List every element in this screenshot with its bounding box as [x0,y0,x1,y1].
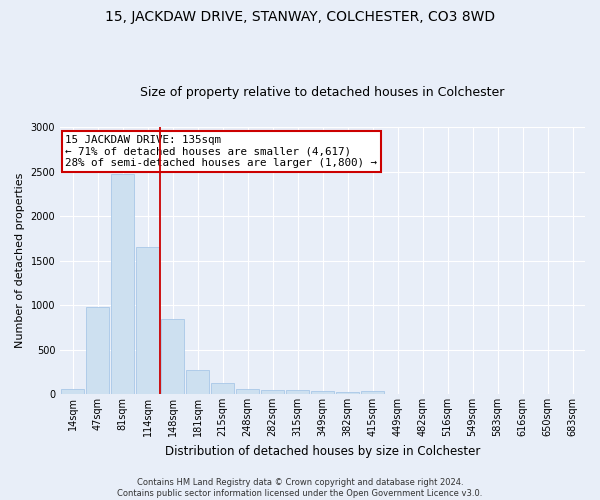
Bar [361,392,384,394]
Bar [337,392,359,394]
Bar [311,392,334,394]
Text: 15, JACKDAW DRIVE, STANWAY, COLCHESTER, CO3 8WD: 15, JACKDAW DRIVE, STANWAY, COLCHESTER, … [105,10,495,24]
Bar [211,384,234,394]
X-axis label: Distribution of detached houses by size in Colchester: Distribution of detached houses by size … [165,444,480,458]
Title: Size of property relative to detached houses in Colchester: Size of property relative to detached ho… [140,86,505,100]
Bar [262,390,284,394]
Bar [61,389,84,394]
Bar [187,370,209,394]
Bar [112,174,134,394]
Y-axis label: Number of detached properties: Number of detached properties [15,173,25,348]
Text: 15 JACKDAW DRIVE: 135sqm
← 71% of detached houses are smaller (4,617)
28% of sem: 15 JACKDAW DRIVE: 135sqm ← 71% of detach… [65,135,377,168]
Bar [136,247,159,394]
Bar [286,390,309,394]
Bar [161,320,184,394]
Text: Contains HM Land Registry data © Crown copyright and database right 2024.
Contai: Contains HM Land Registry data © Crown c… [118,478,482,498]
Bar [236,389,259,394]
Bar [86,307,109,394]
